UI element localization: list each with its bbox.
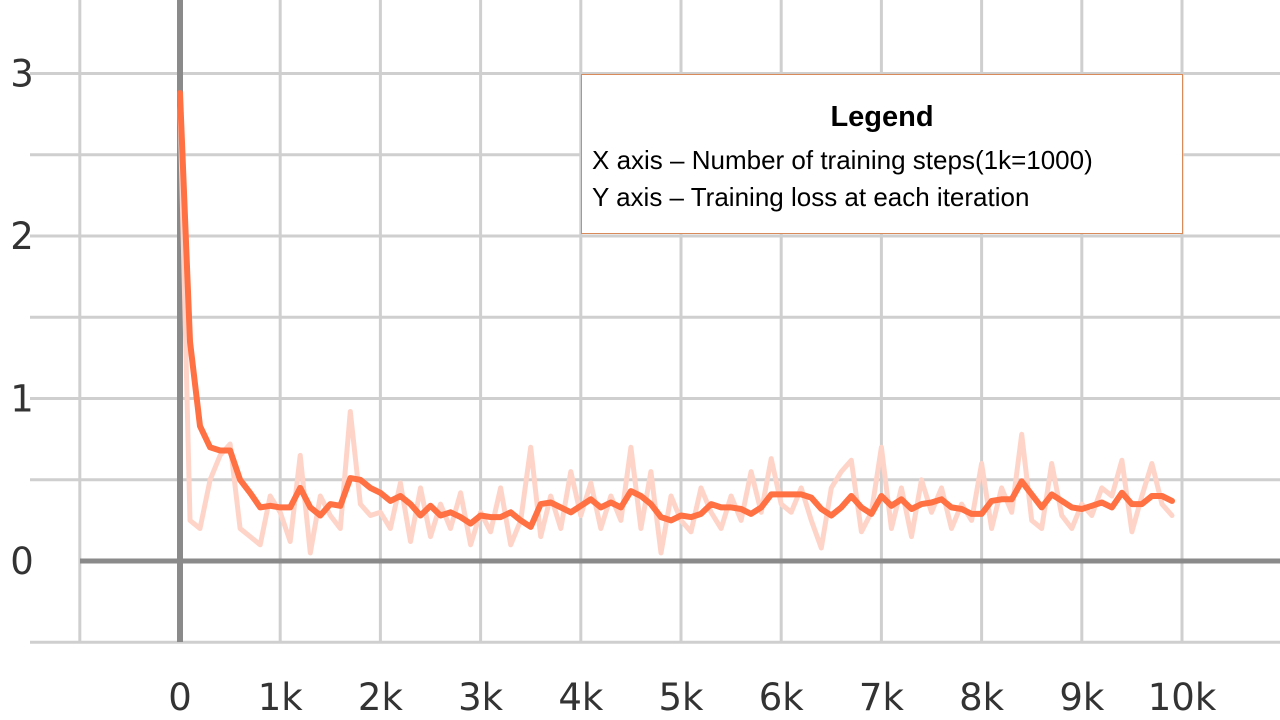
- y-tick-label: 1: [10, 378, 34, 421]
- legend-title: Legend: [830, 101, 934, 133]
- x-tick-label: 3k: [458, 676, 504, 719]
- smoothed-loss-line: [177, 90, 1175, 530]
- x-tick-label: 10k: [1148, 676, 1217, 719]
- y-tick-label: 0: [10, 540, 34, 583]
- y-tick-label: 3: [10, 53, 34, 96]
- x-tick-label: 1k: [258, 676, 304, 719]
- legend-x-axis-note: X axis – Number of training steps(1k=100…: [592, 145, 1093, 175]
- x-tick-label: 0: [168, 676, 192, 719]
- legend: Legend X axis – Number of training steps…: [581, 74, 1183, 234]
- y-tick-label: 2: [10, 215, 34, 258]
- x-tick-label: 7k: [859, 676, 905, 719]
- smoothed-loss-series: [177, 90, 1175, 530]
- x-tick-label: 5k: [659, 676, 705, 719]
- tick-labels: 0 1k 2k 3k 4k 5k 6k 7k 8k 9k 10k 0 1 2 3: [10, 53, 1217, 720]
- x-tick-label: 8k: [959, 676, 1005, 719]
- x-tick-label: 9k: [1059, 676, 1105, 719]
- legend-y-axis-note: Y axis – Training loss at each iteration: [592, 182, 1030, 212]
- x-tick-label: 4k: [558, 676, 604, 719]
- x-tick-label: 6k: [759, 676, 805, 719]
- x-tick-label: 2k: [358, 676, 404, 719]
